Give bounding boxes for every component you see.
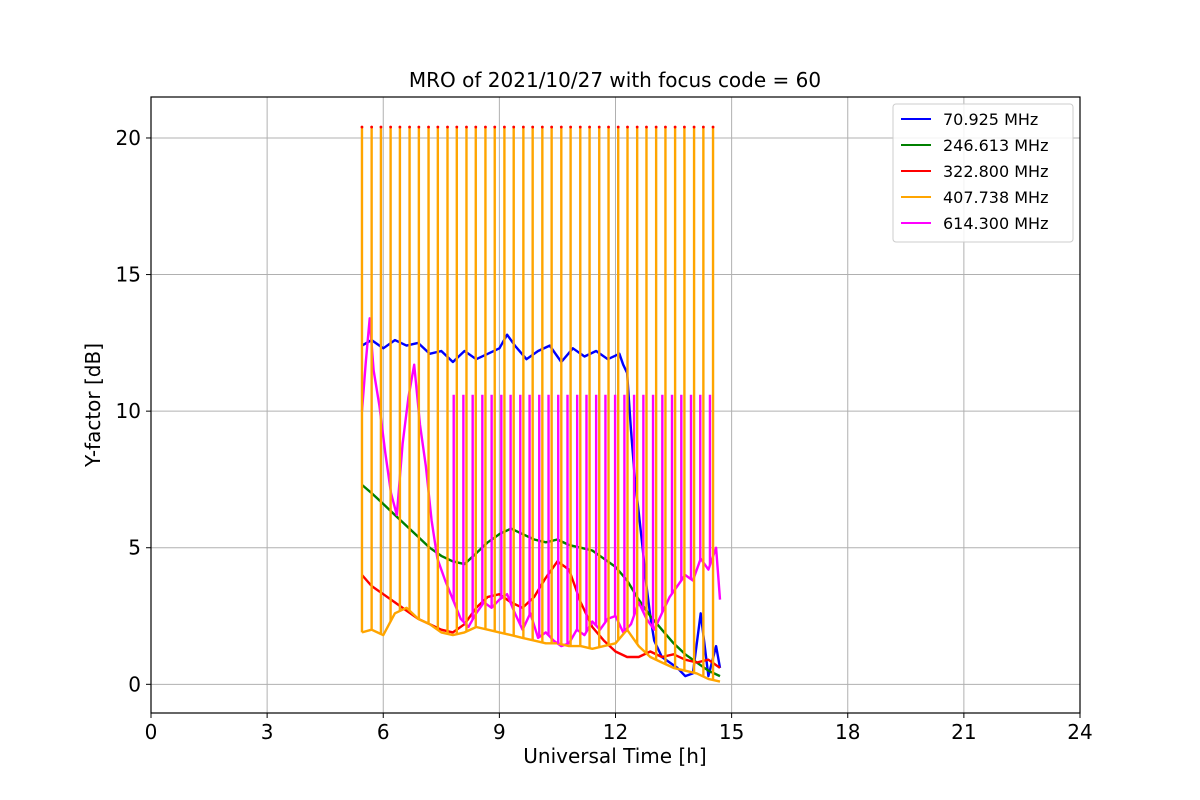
spike-tip	[701, 125, 705, 129]
x-tick-label: 3	[261, 720, 274, 744]
data-layer	[360, 125, 722, 683]
spike-tip	[664, 125, 667, 129]
spike-tip	[484, 125, 487, 129]
spike-tip	[455, 125, 459, 129]
spike-tip	[711, 125, 715, 129]
spike-tip	[521, 125, 525, 129]
spike-tip	[427, 125, 430, 129]
spike-tip	[673, 125, 677, 129]
spike-tip	[588, 125, 591, 129]
spike-tip	[540, 125, 544, 129]
x-axis-label: Universal Time [h]	[523, 744, 706, 768]
x-tick-label: 9	[493, 720, 506, 744]
y-axis-label: Y-factor [dB]	[81, 343, 105, 468]
legend-entry-label: 322.800 MHz	[943, 162, 1048, 181]
legend-entry-label: 70.925 MHz	[943, 110, 1038, 129]
spike-tip	[578, 125, 582, 129]
spike-tip	[379, 125, 383, 129]
spike-tip	[569, 125, 572, 129]
spike-tip	[360, 125, 364, 129]
spike-tip	[398, 125, 402, 129]
spike-tip	[597, 125, 601, 129]
spike-tip	[474, 125, 478, 129]
spike-tip	[436, 125, 440, 129]
spike-tip	[370, 125, 374, 129]
y-tick-label: 15	[116, 263, 141, 287]
spike-tip	[389, 125, 393, 129]
legend-entry-label: 614.300 MHz	[943, 214, 1048, 233]
x-tick-label: 21	[951, 720, 976, 744]
x-tick-label: 15	[719, 720, 744, 744]
x-tick-label: 6	[377, 720, 390, 744]
spike-tip	[417, 125, 421, 129]
spike-tip	[446, 125, 449, 129]
y-tick-label: 10	[116, 399, 141, 423]
spike-tip	[654, 125, 658, 129]
x-tick-label: 24	[1067, 720, 1092, 744]
legend-entry-label: 246.613 MHz	[943, 136, 1048, 155]
spike-tip	[550, 125, 554, 129]
spike-tip	[493, 125, 497, 129]
series-line	[361, 606, 721, 683]
legend-box	[892, 103, 1074, 243]
legend-entry-label: 407.738 MHz	[943, 188, 1048, 207]
spike-tip	[465, 125, 468, 129]
axis-ticks: 0 3 6 9 12 15 18 21 24 0 5 10 15 20	[116, 126, 1093, 744]
x-tick-label: 12	[603, 720, 628, 744]
y-tick-label: 5	[128, 536, 141, 560]
spike-tip	[503, 125, 506, 129]
spike-tip	[559, 125, 563, 129]
x-tick-label: 0	[145, 720, 158, 744]
spike-tip	[607, 125, 610, 129]
series-line	[360, 317, 722, 648]
legend: 70.925 MHz 246.613 MHz 322.800 MHz 407.7…	[892, 103, 1074, 243]
spike-tip	[512, 125, 516, 129]
spike-tip	[635, 125, 639, 129]
spike-tip	[683, 125, 686, 129]
spike-tip	[408, 125, 411, 129]
spike-tip	[616, 125, 620, 129]
chart-title: MRO of 2021/10/27 with focus code = 60	[409, 68, 821, 92]
y-tick-label: 0	[128, 672, 141, 696]
spike-tip	[531, 125, 535, 129]
spike-tip	[692, 125, 696, 129]
spike-tip	[645, 125, 648, 129]
x-tick-label: 18	[835, 720, 860, 744]
spike-tip	[626, 125, 629, 129]
y-tick-label: 20	[116, 126, 141, 150]
